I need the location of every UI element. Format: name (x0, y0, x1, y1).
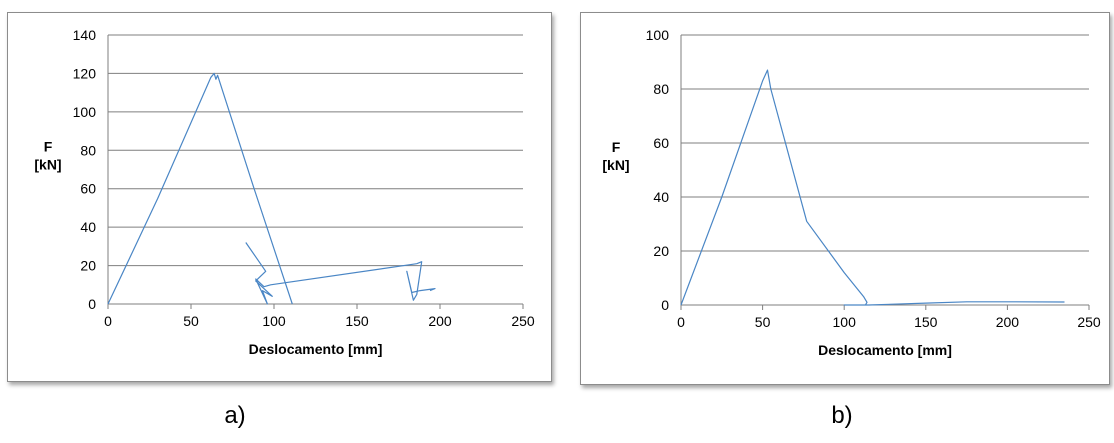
x-axis-label: Deslocamento [mm] (818, 342, 952, 358)
x-tick-label: 50 (183, 313, 199, 329)
chart-panel-a: 0 20 40 60 80 100 120 140 0 50 100 150 200 250 Desloca… (7, 12, 552, 382)
x-axis-label: Deslocamento [mm] (249, 341, 383, 357)
series-line-1 (680, 69, 1065, 306)
series-line-2 (245, 242, 436, 305)
y-tick-label: 40 (80, 219, 96, 235)
x-tick-label: 150 (914, 314, 938, 330)
y-axis-label-symbol: F (612, 139, 621, 155)
y-tick-label: 140 (73, 27, 97, 43)
y-axis-label-unit: [kN] (34, 157, 61, 173)
chart-a-svg: 0 20 40 60 80 100 120 140 0 50 100 150 200 250 Desloca… (34, 27, 535, 357)
x-tick-label: 0 (677, 314, 685, 330)
y-tick-label: 0 (88, 296, 96, 312)
x-tick-label: 0 (104, 313, 112, 329)
y-tick-label: 80 (80, 142, 96, 158)
y-axis-label-symbol: F (44, 139, 53, 155)
panel-label-b: b) (831, 402, 853, 429)
x-tick-label: 50 (755, 314, 771, 330)
y-tick-label: 100 (646, 27, 670, 43)
y-tick-label: 120 (73, 65, 97, 81)
y-tick-label: 60 (80, 181, 96, 197)
y-axis-label-unit: [kN] (602, 157, 629, 173)
panel-label-a: a) (224, 402, 246, 429)
chart-b-svg: 0 20 40 60 80 100 0 50 100 150 200 250 Deslocamento … (602, 27, 1101, 358)
y-tick-label: 20 (80, 258, 96, 274)
series-line-1 (107, 72, 293, 305)
x-tick-label: 200 (996, 314, 1020, 330)
chart-panel-b: 0 20 40 60 80 100 0 50 100 150 200 250 Deslocamento … (580, 12, 1110, 385)
y-tick-label: 0 (661, 297, 669, 313)
y-tick-label: 20 (653, 243, 669, 259)
x-tick-label: 250 (1077, 314, 1101, 330)
x-tick-label: 150 (345, 313, 369, 329)
y-tick-label: 60 (653, 135, 669, 151)
x-tick-label: 200 (428, 313, 452, 329)
x-tick-label: 250 (511, 313, 535, 329)
y-tick-label: 100 (73, 104, 97, 120)
x-tick-label: 100 (262, 313, 286, 329)
y-tick-label: 40 (653, 189, 669, 205)
y-tick-label: 80 (653, 81, 669, 97)
x-tick-label: 100 (833, 314, 857, 330)
